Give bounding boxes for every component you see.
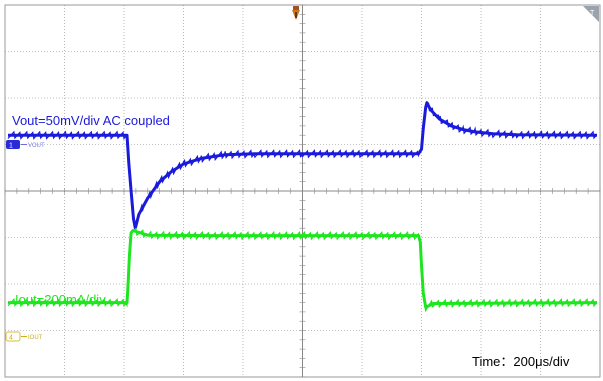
trigger-position-icon (292, 6, 300, 20)
channel-1-marker: 1 VOUT (6, 140, 45, 150)
series-vout-noise (7, 101, 597, 229)
vout-annotation: Vout=50mV/div AC coupled (12, 113, 170, 128)
timebase-annotation: Time：200μs/div (472, 354, 570, 369)
channel-1-number: 1 (9, 143, 13, 150)
iout-annotation: Iout=200mA/div (15, 292, 106, 307)
channel-1-name: VOUT (28, 143, 45, 149)
channel-4-name: IOUT (28, 335, 43, 341)
waveforms (7, 101, 598, 313)
trigger-level-icon: T (583, 6, 599, 22)
channel-4-number: 4 (9, 335, 13, 342)
graticule (4, 4, 601, 378)
svg-text:T: T (590, 10, 595, 17)
series-iout-noise (7, 227, 597, 313)
channel-4-marker: 4 IOUT (5, 331, 43, 342)
